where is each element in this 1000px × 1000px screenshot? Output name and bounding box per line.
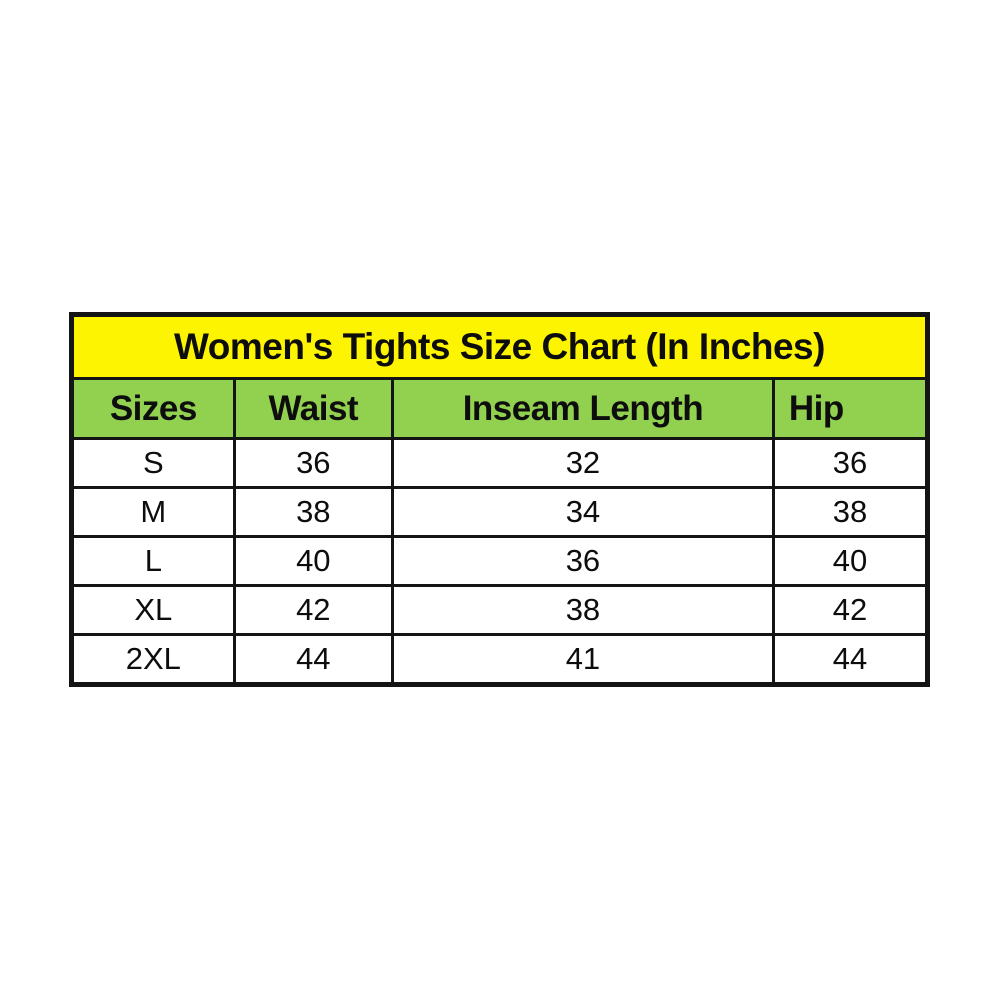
table-cell: M [70,486,236,538]
table-cell: 44 [232,633,394,686]
table-row: S 36 32 36 [70,437,930,489]
table-cell: 34 [390,486,775,538]
table-row: XL 42 38 42 [70,584,930,636]
table-cell: 36 [232,437,394,489]
table-cell: 38 [390,584,775,636]
title-row: Women's Tights Size Chart (In Inches) [70,313,929,380]
column-header-sizes: Sizes [70,377,236,440]
table-cell: 2XL [70,633,236,686]
table-cell: XL [70,584,236,636]
table-head: Women's Tights Size Chart (In Inches) Si… [70,313,930,440]
table-cell: 40 [771,535,930,587]
table-cell: L [70,535,236,587]
table-cell: 44 [771,633,930,686]
table-cell: 41 [390,633,775,686]
table-cell: 42 [232,584,394,636]
column-header-hip: Hip [771,377,930,440]
table-cell: 36 [771,437,930,489]
column-header-waist: Waist [232,377,394,440]
table-cell: 38 [232,486,394,538]
table-cell: 42 [771,584,930,636]
header-row: Sizes Waist Inseam Length Hip [70,377,930,440]
table-title: Women's Tights Size Chart (In Inches) [70,313,929,380]
table-row: L 40 36 40 [70,535,930,587]
table-row: 2XL 44 41 44 [70,633,930,686]
column-header-inseam-length: Inseam Length [390,377,775,440]
table-row: M 38 34 38 [70,486,930,538]
table-cell: 32 [390,437,775,489]
table-cell: S [70,437,236,489]
size-chart-table: Women's Tights Size Chart (In Inches) Si… [69,312,930,687]
table-cell: 38 [771,486,930,538]
table-cell: 40 [232,535,394,587]
table-cell: 36 [390,535,775,587]
table-body: S 36 32 36 M 38 34 38 L 40 36 40 XL 42 38 42 2XL 44 41 44 [70,437,930,686]
